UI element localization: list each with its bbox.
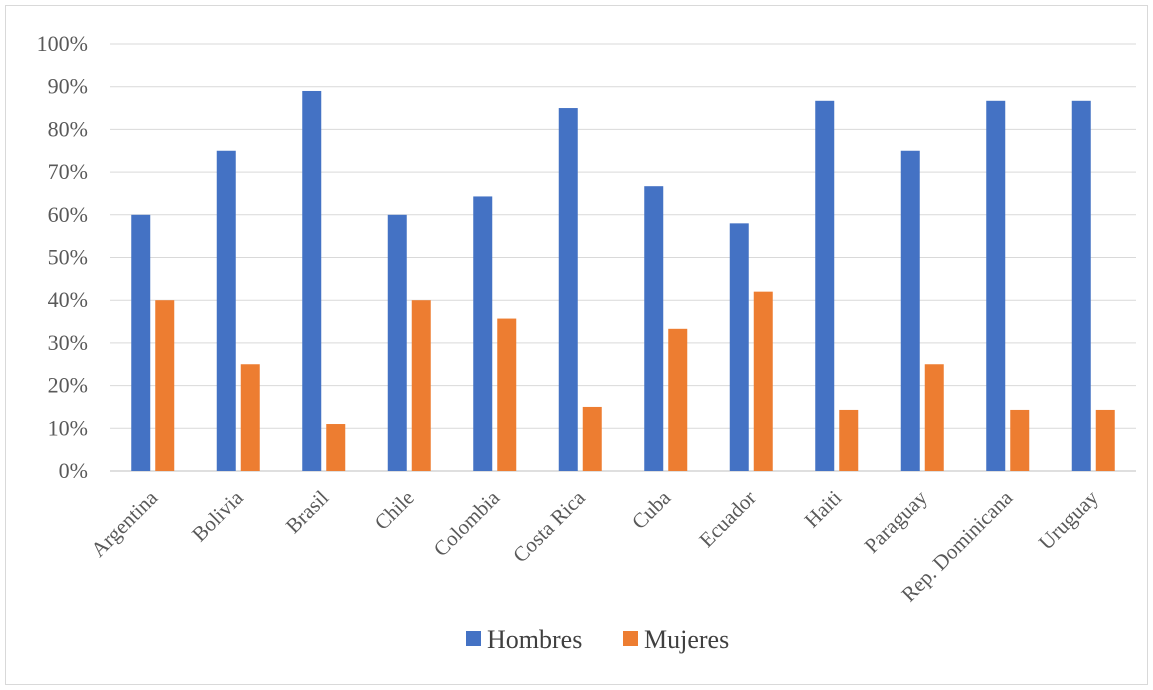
bar-hombres (387, 214, 407, 472)
x-category-label: Ecuador (694, 486, 760, 552)
bar-hombres (729, 223, 749, 471)
y-tick-label: 30% (48, 330, 88, 355)
bar-mujeres (582, 406, 602, 471)
y-tick-label: 40% (48, 287, 88, 312)
x-category-label: Bolivia (187, 485, 248, 546)
bar-mujeres (1095, 409, 1115, 471)
y-tick-label: 60% (48, 202, 88, 227)
bar-mujeres (1010, 409, 1030, 471)
bar-hombres (558, 108, 578, 472)
y-tick-label: 80% (48, 116, 88, 141)
bar-hombres (1071, 100, 1091, 471)
x-category-label: Paraguay (860, 485, 933, 558)
bar-mujeres (411, 300, 431, 471)
gridlines (110, 43, 1136, 472)
bar-hombres (815, 100, 835, 471)
x-category-label: Colombia (429, 485, 505, 561)
bar-mujeres (753, 291, 773, 471)
bar-hombres (986, 100, 1006, 471)
bar-hombres (216, 150, 236, 471)
x-axis-category-labels: Argentina Bolivia Brasil Chile Colombia Costa… (86, 485, 1103, 606)
x-category-label: Costa Rica (508, 485, 590, 567)
bar-mujeres (155, 300, 175, 471)
legend: Hombres Mujeres (466, 625, 729, 654)
x-category-label: Chile (370, 486, 419, 535)
bar-hombres (644, 186, 664, 472)
y-tick-label: 20% (48, 373, 88, 398)
x-category-label: Uruguay (1034, 485, 1103, 554)
chart-container: 0% 10% 20% 30% 40% 50% 60% 70% 80% 90% 100% Argent… (5, 5, 1148, 685)
legend-swatch-mujeres (623, 631, 638, 646)
bar-mujeres (668, 328, 688, 471)
bar-mujeres (497, 318, 517, 471)
legend-label-hombres: Hombres (487, 625, 582, 654)
legend-label-mujeres: Mujeres (644, 625, 729, 654)
y-tick-label: 0% (59, 458, 88, 483)
bar-chart: 0% 10% 20% 30% 40% 50% 60% 70% 80% 90% 100% Argent… (37, 31, 1136, 654)
x-category-label: Haiti (800, 485, 847, 532)
bar-mujeres (240, 364, 260, 471)
y-tick-label: 50% (48, 245, 88, 270)
bar-mujeres (839, 409, 859, 471)
x-category-label: Brasil (281, 485, 334, 538)
bar-hombres (131, 214, 151, 472)
y-tick-label: 90% (48, 74, 88, 99)
y-tick-label: 100% (37, 31, 88, 56)
y-tick-label: 70% (48, 159, 88, 184)
bars (131, 90, 1115, 472)
y-axis-tick-labels: 0% 10% 20% 30% 40% 50% 60% 70% 80% 90% 100% (37, 31, 88, 483)
y-tick-label: 10% (48, 415, 88, 440)
bar-hombres (473, 196, 493, 471)
bar-mujeres (326, 424, 346, 471)
legend-swatch-hombres (466, 631, 481, 646)
bar-mujeres (924, 364, 944, 471)
bar-hombres (302, 90, 322, 471)
x-category-label: Cuba (627, 485, 676, 534)
bar-hombres (900, 150, 920, 471)
x-category-label: Argentina (86, 485, 163, 562)
